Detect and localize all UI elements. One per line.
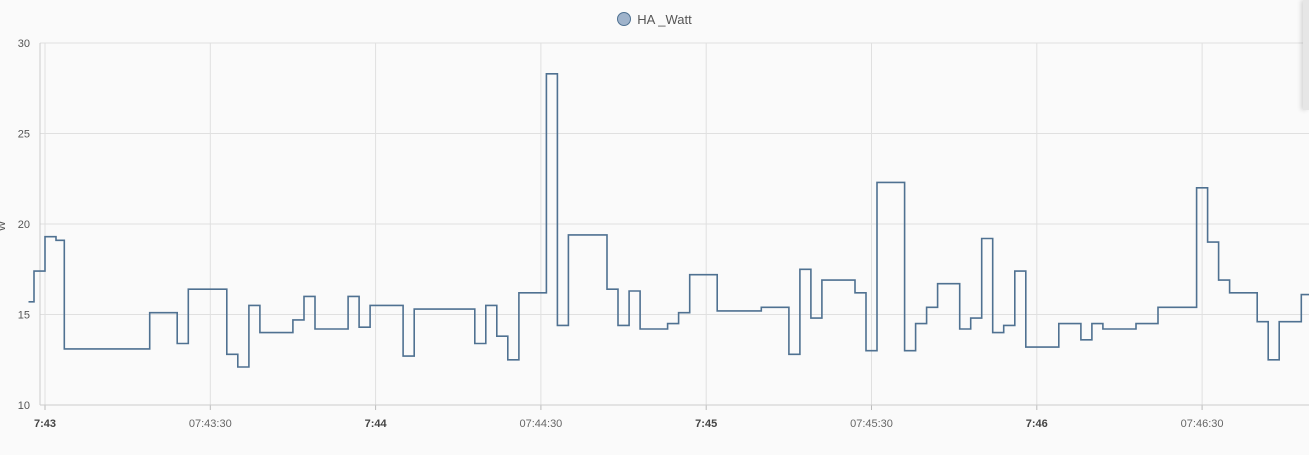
x-tick-label: 07:46:30	[1181, 418, 1224, 430]
x-tick-label: 7:45	[695, 418, 717, 430]
legend: HA _Watt	[0, 8, 1309, 30]
y-tick-label: 30	[18, 38, 30, 50]
y-axis-label: W	[0, 220, 8, 231]
legend-label: HA _Watt	[637, 12, 691, 27]
x-tick-label: 07:44:30	[519, 418, 562, 430]
right-edge-scrollbar[interactable]	[1303, 0, 1309, 110]
x-tick-label: 07:45:30	[850, 418, 893, 430]
legend-swatch-icon	[617, 12, 631, 26]
y-tick-label: 25	[18, 129, 30, 141]
x-tick-label: 7:43	[34, 418, 56, 430]
x-tick-label: 07:43:30	[189, 418, 232, 430]
y-tick-label: 20	[18, 219, 30, 231]
legend-item-ha-watt[interactable]: HA _Watt	[617, 12, 691, 27]
x-tick-label: 7:46	[1026, 418, 1048, 430]
y-tick-label: 15	[18, 310, 30, 322]
y-tick-label: 10	[18, 400, 30, 412]
x-tick-label: 7:44	[365, 418, 388, 430]
